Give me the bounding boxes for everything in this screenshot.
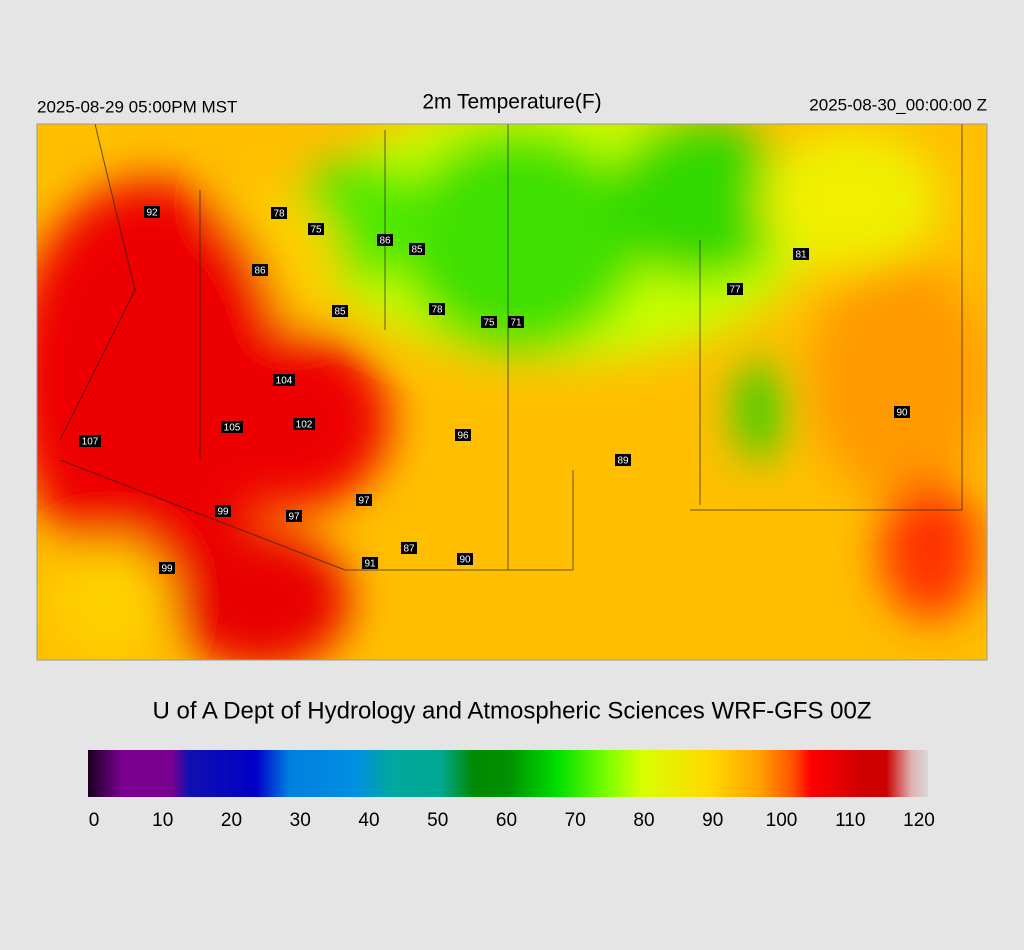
tick-label: 10 [152, 810, 173, 831]
station-value: 77 [729, 285, 741, 296]
station-box [409, 243, 425, 255]
station-box [508, 316, 524, 328]
station-value: 99 [161, 564, 173, 575]
map-frame [36, 123, 988, 661]
station-value: 85 [334, 307, 346, 318]
station-box [215, 505, 231, 517]
station-box [273, 374, 295, 386]
station-value: 92 [146, 208, 158, 219]
station-box [615, 454, 631, 466]
station-value: 85 [411, 245, 423, 256]
station-box [377, 234, 393, 246]
tick-label: 40 [358, 810, 379, 831]
temperature-field [37, 124, 987, 660]
station-value: 91 [364, 559, 376, 570]
station-box [221, 421, 243, 433]
colorbar-ticks: 0 10 20 30 40 50 60 70 80 90 100 110 120 [89, 797, 935, 831]
station-box [252, 264, 268, 276]
station-value: 107 [82, 437, 99, 448]
station-box [293, 418, 315, 430]
station-box [793, 248, 809, 260]
station-value: 102 [296, 420, 313, 431]
valid-utc: 2025-08-30_00:00:00 Z [809, 95, 987, 114]
colorbar [88, 750, 928, 797]
station-box [457, 553, 473, 565]
station-box [362, 557, 378, 569]
station-labels: 92 78 75 86 85 86 85 78 75 71 81 77 104 105 102 107 96 89… [79, 206, 910, 575]
station-box [286, 510, 302, 522]
valid-local: 2025-08-29 05:00PM MST [37, 97, 237, 116]
footer: U of A Dept of Hydrology and Atmospheric… [153, 697, 872, 724]
tick-label: 70 [565, 810, 586, 831]
station-value: 96 [457, 431, 469, 442]
tick-label: 0 [89, 810, 100, 831]
station-value: 78 [273, 209, 285, 220]
station-value: 78 [431, 305, 443, 316]
tick-label: 100 [766, 810, 798, 831]
station-value: 86 [254, 266, 266, 277]
station-box [481, 316, 497, 328]
station-box [144, 206, 160, 218]
tick-label: 60 [496, 810, 517, 831]
station-value: 75 [483, 318, 495, 329]
tick-label: 80 [633, 810, 654, 831]
station-value: 104 [276, 376, 293, 387]
station-box [159, 562, 175, 574]
station-box [401, 542, 417, 554]
station-box [79, 435, 101, 447]
station-value: 90 [459, 555, 471, 566]
tick-label: 30 [290, 810, 311, 831]
station-box [429, 303, 445, 315]
tick-label: 20 [221, 810, 242, 831]
station-box [308, 223, 324, 235]
station-value: 97 [288, 512, 300, 523]
station-value: 99 [217, 507, 229, 518]
station-box [455, 429, 471, 441]
tick-label: 90 [702, 810, 723, 831]
station-box [271, 207, 287, 219]
station-value: 87 [403, 544, 415, 555]
station-value: 97 [358, 496, 370, 507]
tick-label: 120 [903, 810, 935, 831]
station-value: 75 [310, 225, 322, 236]
station-value: 89 [617, 456, 629, 467]
station-value: 71 [510, 318, 522, 329]
station-value: 105 [224, 423, 241, 434]
station-box [356, 494, 372, 506]
tick-label: 50 [427, 810, 448, 831]
station-value: 81 [795, 250, 807, 261]
station-box [894, 406, 910, 418]
map-title: 2m Temperature(F) [422, 91, 601, 114]
station-box [727, 283, 743, 295]
station-value: 86 [379, 236, 391, 247]
tick-label: 110 [835, 810, 865, 831]
station-value: 90 [896, 408, 908, 419]
station-box [332, 305, 348, 317]
